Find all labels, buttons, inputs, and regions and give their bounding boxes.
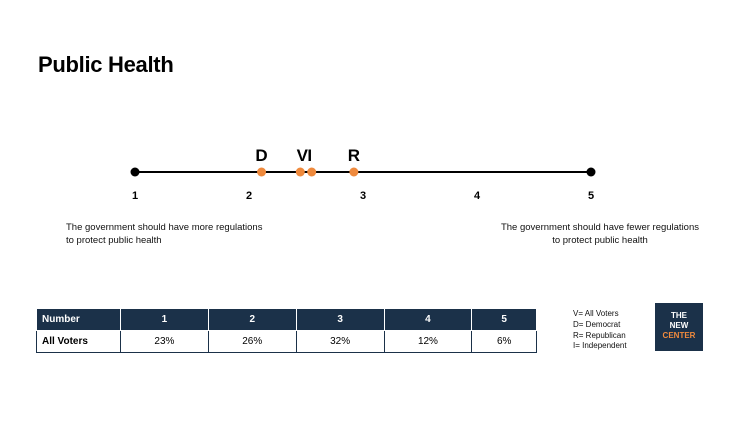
point-marker-v xyxy=(295,167,305,177)
point-label-v: V xyxy=(297,146,309,165)
table-cell: 26% xyxy=(207,330,297,353)
table-row-label: All Voters xyxy=(36,330,121,353)
table-header-cell: 3 xyxy=(295,308,385,331)
logo-line: THE xyxy=(671,311,687,320)
point-label-r: R xyxy=(348,146,360,165)
table-header-cell: 2 xyxy=(207,308,297,331)
logo-line: CENTER xyxy=(662,331,696,340)
table-header-cell: 1 xyxy=(120,308,209,331)
table-cell: 32% xyxy=(295,330,385,353)
point-marker-r xyxy=(349,167,359,177)
table-cell: 6% xyxy=(471,330,537,353)
table-cell: 12% xyxy=(383,330,473,353)
table-row: All Voters 23% 26% 32% 12% 6% xyxy=(36,330,537,353)
legend: V= All Voters D= Democrat R= Republican … xyxy=(573,309,627,352)
legend-item: V= All Voters xyxy=(573,309,619,318)
legend-item: R= Republican xyxy=(573,330,626,340)
tick-label: 4 xyxy=(474,190,481,202)
table-cell: 23% xyxy=(120,330,209,353)
logo-line: NEW xyxy=(669,321,689,330)
tick-label: 1 xyxy=(132,190,138,202)
scale-endpoint-left xyxy=(130,167,140,177)
page-title: Public Health xyxy=(38,52,174,77)
legend-item: I= Independent xyxy=(573,341,627,351)
tick-label: 2 xyxy=(246,190,252,202)
point-marker-d xyxy=(257,167,267,177)
point-label-i: I xyxy=(307,146,312,165)
table-header-cell: 5 xyxy=(471,308,537,331)
the-new-center-logo: THE NEW CENTER xyxy=(655,303,703,351)
table-header-row: Number 1 2 3 4 5 xyxy=(36,308,537,331)
legend-item: D= Democrat xyxy=(573,319,621,329)
table-header-cell: Number xyxy=(36,308,121,331)
left-pole-description: The government should have more regulati… xyxy=(66,222,263,246)
response-table: Number 1 2 3 4 5 All Voters 23% 26% 32% … xyxy=(36,308,537,353)
point-marker-i xyxy=(307,167,317,177)
point-label-d: D xyxy=(255,146,267,165)
table-header-cell: 4 xyxy=(383,308,473,331)
right-pole-description: The government should have fewer regulat… xyxy=(500,222,700,246)
scale-endpoint-right xyxy=(586,167,596,177)
tick-label: 5 xyxy=(588,190,594,202)
tick-label: 3 xyxy=(360,190,366,202)
